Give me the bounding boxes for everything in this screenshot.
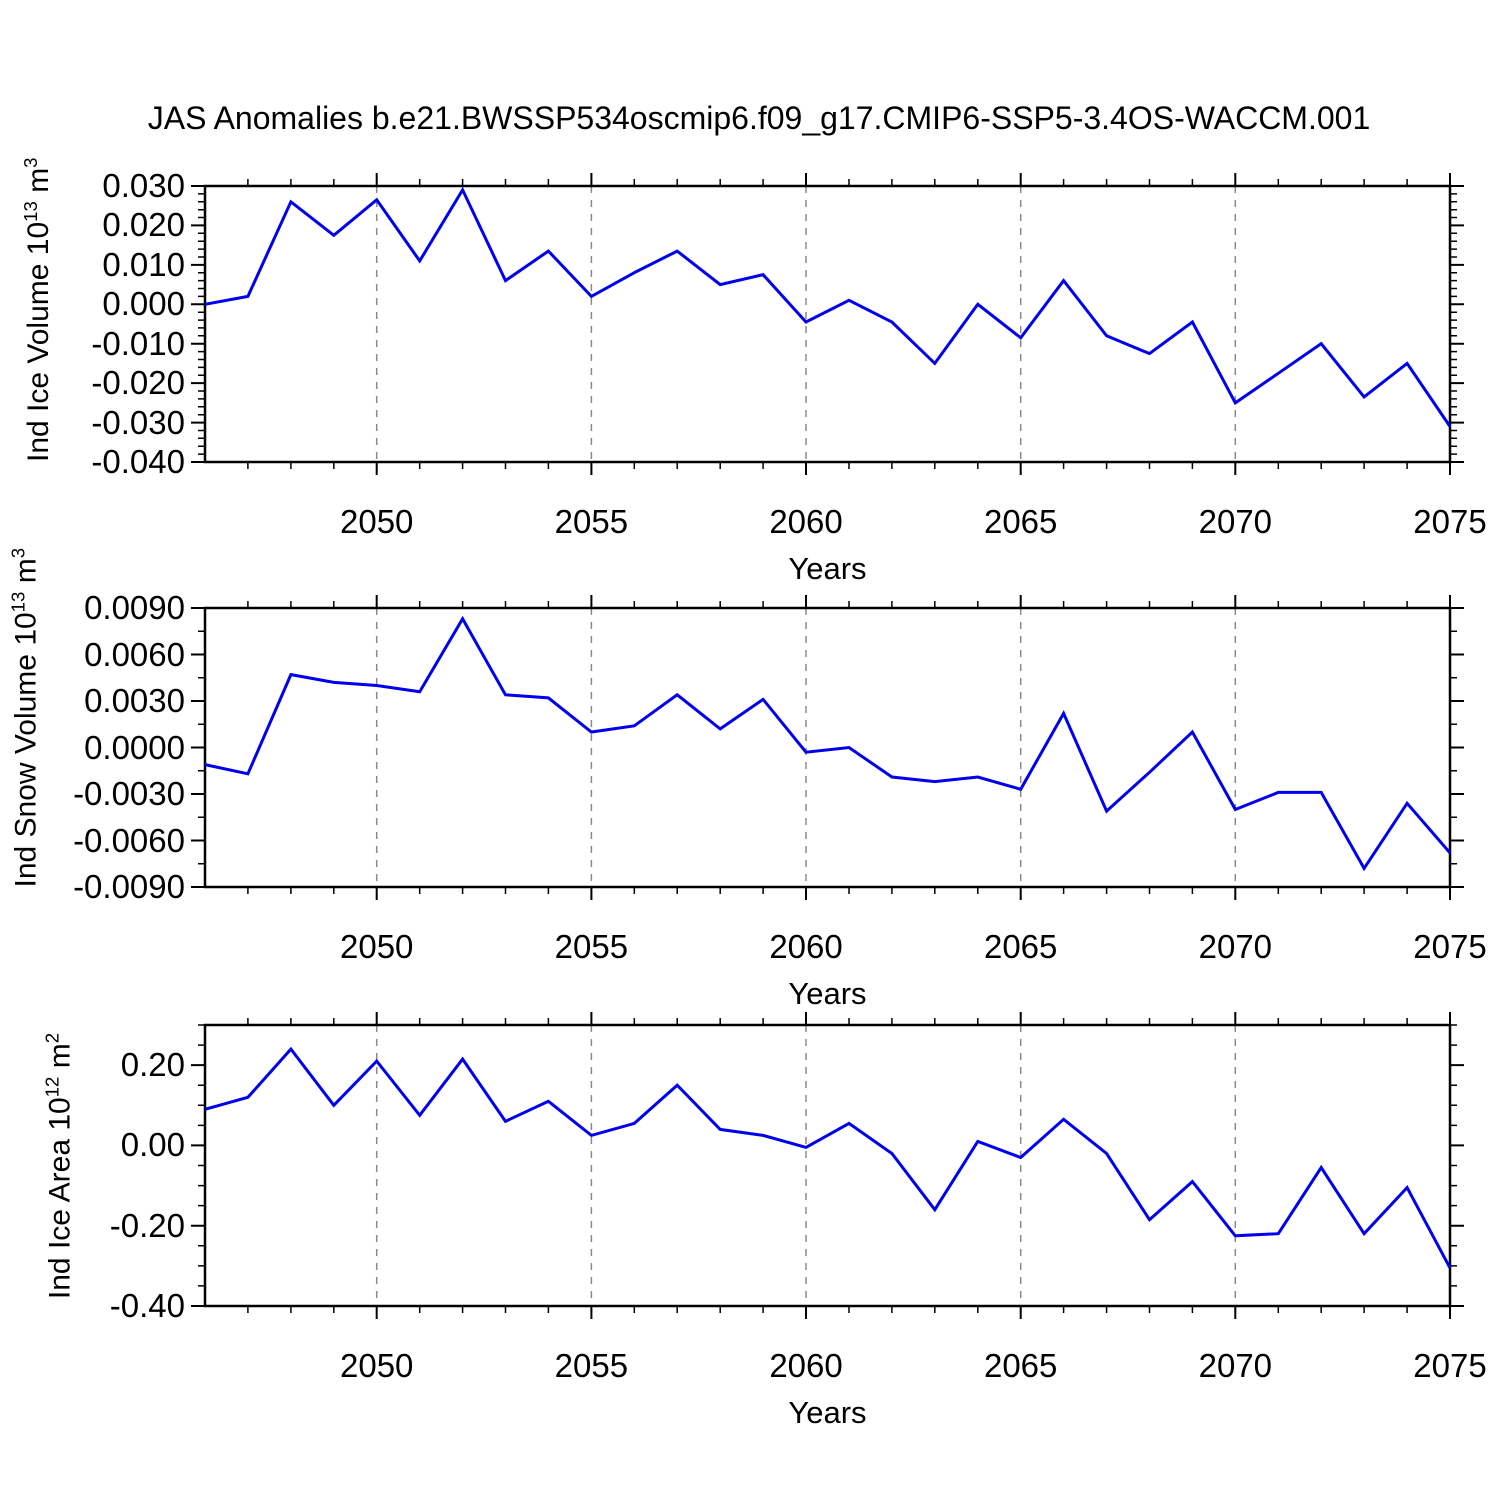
x-tick-label: 2070 <box>1198 503 1273 540</box>
gridlines <box>375 608 1237 887</box>
x-tick-label: 2075 <box>1413 503 1487 540</box>
data-line <box>204 615 1452 872</box>
y-tick-label: 0.000 <box>102 285 185 323</box>
ice-volume-plot-area <box>191 173 1464 475</box>
x-tick-label: 2060 <box>769 503 843 540</box>
axis-major-ticks <box>191 173 1464 475</box>
y-tick-label: -0.0090 <box>73 868 185 905</box>
x-tick-label: 2075 <box>1413 1347 1487 1384</box>
axis-minor-ticks <box>198 601 1457 894</box>
x-axis-title: Years <box>788 976 867 1011</box>
plot-frame <box>203 606 1452 889</box>
chart-title: JAS Anomalies b.e21.BWSSP534oscmip6.f09_… <box>147 100 1371 136</box>
y-tick-label: -0.030 <box>91 403 185 441</box>
y-tick-label: -0.20 <box>109 1206 185 1244</box>
gridlines <box>375 1025 1237 1306</box>
x-tick-label: 2060 <box>769 1347 843 1384</box>
y-axis-title-snow-volume: Ind Snow Volume 1013 m3 <box>7 547 42 887</box>
axis-major-ticks <box>191 1012 1464 1319</box>
axis-major-ticks <box>191 595 1464 900</box>
axis-minor-ticks <box>198 1018 1457 1313</box>
y-tick-label: -0.40 <box>109 1287 185 1324</box>
x-tick-label: 2065 <box>983 1347 1058 1384</box>
x-tick-label: 2070 <box>1198 928 1273 965</box>
plot-frame <box>203 184 1452 464</box>
x-tick-label: 2060 <box>769 928 843 965</box>
y-tick-label: 0.20 <box>120 1046 185 1084</box>
x-tick-label: 2065 <box>983 503 1058 540</box>
gridlines <box>375 186 1237 462</box>
y-tick-label: 0.010 <box>102 245 185 283</box>
y-tick-label: 0.0030 <box>84 682 185 719</box>
x-tick-label: 2050 <box>340 503 414 540</box>
y-tick-label: 0.0000 <box>84 728 185 766</box>
x-tick-label: 2055 <box>554 503 629 540</box>
x-tick-label: 2075 <box>1413 928 1487 965</box>
x-tick-label: 2055 <box>554 928 629 965</box>
y-tick-label: 0.0060 <box>84 635 185 673</box>
y-tick-label: -0.040 <box>91 443 185 480</box>
data-line <box>204 1046 1452 1269</box>
y-tick-label: -0.0030 <box>73 775 185 812</box>
y-tick-label: 0.020 <box>102 206 185 244</box>
axis-minor-ticks <box>198 179 1457 469</box>
plot-frame <box>203 1023 1452 1308</box>
x-axis-title: Years <box>788 551 867 586</box>
ice-area-plot-area <box>191 1012 1464 1319</box>
x-axis-title: Years <box>788 1395 867 1430</box>
y-tick-label: 0.030 <box>102 167 185 204</box>
x-tick-label: 2055 <box>554 1347 629 1384</box>
y-axis-title-ice-volume: Ind Ice Volume 1013 m3 <box>20 157 55 462</box>
y-tick-label: 0.0090 <box>84 589 185 626</box>
data-line <box>204 186 1452 428</box>
y-tick-label: 0.00 <box>120 1126 185 1164</box>
x-tick-label: 2050 <box>340 1347 414 1384</box>
snow-volume-plot-area <box>191 595 1464 900</box>
y-tick-label: -0.0060 <box>73 821 185 859</box>
y-tick-label: -0.020 <box>91 364 185 402</box>
x-tick-label: 2065 <box>983 928 1058 965</box>
x-tick-label: 2050 <box>340 928 414 965</box>
x-tick-label: 2070 <box>1198 1347 1273 1384</box>
y-axis-title-ice-area: Ind Ice Area 1012 m2 <box>41 1032 76 1299</box>
y-tick-label: -0.010 <box>91 324 185 362</box>
